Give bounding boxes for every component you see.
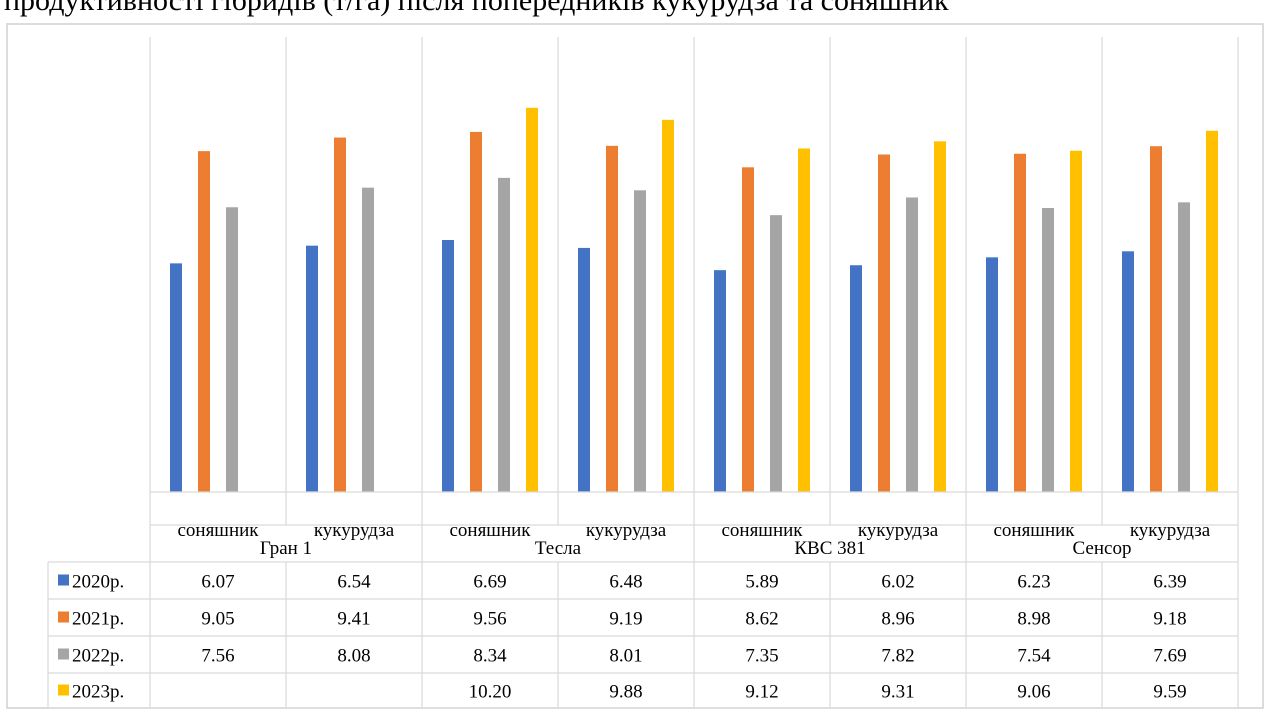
table-cell: 9.31 [881, 682, 914, 703]
table-cell: 8.34 [473, 646, 507, 667]
table-cell: 6.39 [1153, 572, 1186, 593]
bar-2-2 [334, 137, 346, 492]
bar-3-4 [634, 190, 646, 493]
bar-1-5 [714, 270, 726, 492]
bars [170, 107, 1218, 493]
group-label: КВС 381 [794, 538, 865, 559]
bar-2-4 [606, 145, 618, 493]
table-cell: 8.96 [881, 609, 914, 630]
bar-1-2 [306, 245, 318, 492]
table-cell: 6.54 [337, 572, 371, 593]
subcategory-label: соняшник [449, 520, 531, 541]
table-cell: 5.89 [745, 572, 778, 593]
bar-1-7 [986, 257, 998, 492]
bar-3-8 [1178, 202, 1190, 493]
table-cell: 9.59 [1153, 682, 1186, 703]
bar-3-7 [1042, 207, 1054, 492]
subcategory-label: соняшник [177, 520, 259, 541]
bar-1-1 [170, 263, 182, 492]
category-dividers [149, 37, 1239, 492]
bar-2-3 [470, 131, 482, 492]
bar-3-5 [770, 215, 782, 492]
bar-3-2 [362, 187, 374, 493]
legend-key-4 [58, 684, 69, 696]
bar-1-3 [442, 240, 454, 492]
table-cell: 8.62 [745, 609, 778, 630]
table-cell: 9.41 [337, 609, 370, 630]
legend-key-2 [58, 611, 69, 623]
table-cell: 7.82 [881, 646, 914, 667]
category-axis: соняшник кукурудза соняшник кукурудза соняшн… [149, 491, 1239, 562]
table-cell: 7.54 [1017, 646, 1051, 667]
table-cell: 9.19 [609, 609, 642, 630]
bar-4-6 [934, 141, 946, 492]
table-cell: 6.23 [1017, 572, 1050, 593]
subcategory-label: соняшник [721, 520, 803, 541]
table-cell: 9.56 [473, 609, 506, 630]
legend-label: 2020р. [72, 572, 124, 593]
table-cell: 7.56 [201, 646, 234, 667]
bar-1-6 [850, 265, 862, 492]
table-cell: 6.02 [881, 572, 914, 593]
bar-4-8 [1206, 130, 1218, 492]
bar-3-1 [226, 207, 238, 493]
subcategory-label: кукурудза [586, 520, 667, 541]
header-fragment: продуктивності гібридів (т/га) після поп… [4, 0, 949, 17]
table-cell: 7.69 [1153, 646, 1186, 667]
table-cell: 9.05 [201, 609, 234, 630]
bar-2-8 [1150, 146, 1162, 492]
bar-4-3 [526, 107, 538, 493]
table-cell: 8.01 [609, 646, 642, 667]
bar-4-5 [798, 148, 810, 493]
table-cell: 9.12 [745, 682, 778, 703]
bar-1-8 [1122, 251, 1134, 492]
legend-label: 2021р. [72, 609, 124, 630]
subcategory-label: кукурудза [314, 520, 395, 541]
group-label: Сенсор [1073, 538, 1132, 559]
bar-1-4 [578, 247, 590, 492]
data-table: 2020р. 6.07 6.54 6.69 6.48 5.89 6.02 6.23 6.39 20… [47, 561, 1239, 709]
bar-3-6 [906, 197, 918, 493]
group-label: Тесла [535, 538, 582, 559]
table-cell: 8.08 [337, 646, 370, 667]
table-cell: 9.88 [609, 682, 642, 703]
bar-4-7 [1070, 150, 1082, 493]
group-label: Гран 1 [260, 538, 312, 559]
bar-2-1 [198, 151, 210, 492]
table-cell: 10.20 [469, 682, 512, 703]
legend-label: 2023р. [72, 682, 124, 703]
table-cell: 6.07 [201, 572, 234, 593]
table-cell: 6.48 [609, 572, 642, 593]
table-cell: 7.35 [745, 646, 778, 667]
bar-2-6 [878, 154, 890, 493]
bar-2-5 [742, 167, 754, 492]
legend-label: 2022р. [72, 646, 124, 667]
table-cell: 9.06 [1017, 682, 1050, 703]
subcategory-label: соняшник [993, 520, 1075, 541]
bar-4-4 [662, 119, 674, 492]
legend-key-3 [58, 648, 69, 660]
subcategory-label: кукурудза [1130, 520, 1211, 541]
subcategory-label: кукурудза [858, 520, 939, 541]
table-cell: 6.69 [473, 572, 506, 593]
table-cell: 9.18 [1153, 609, 1186, 630]
bar-3-3 [498, 177, 510, 493]
bar-2-7 [1014, 153, 1026, 492]
table-cell: 8.98 [1017, 609, 1050, 630]
legend-key-1 [58, 574, 69, 586]
